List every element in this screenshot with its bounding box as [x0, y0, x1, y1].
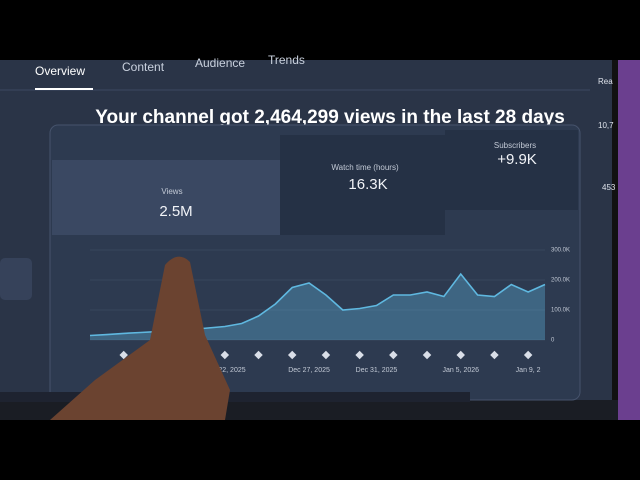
video-marker	[355, 350, 364, 360]
metric-value: +9.9K	[497, 151, 537, 168]
tab[interactable]: Audience	[195, 56, 245, 70]
metric-value: 2.5M	[159, 203, 192, 220]
metric-label: Subscribers	[494, 141, 536, 150]
area-fill	[90, 274, 545, 340]
taskbar	[0, 392, 470, 402]
x-tick-label: Dec 31, 2025	[356, 367, 398, 374]
x-tick-label: Jan 5, 2026	[442, 367, 479, 374]
metric-card[interactable]	[445, 130, 578, 210]
video-marker	[523, 350, 533, 360]
sidebar-text: 10,7	[598, 121, 614, 130]
tab[interactable]: Content	[122, 60, 165, 74]
y-tick-label: 100.0K	[551, 308, 570, 314]
sidebar-text: Rea	[598, 77, 613, 86]
x-tick-label: Dec 22, 2025	[204, 367, 246, 374]
x-tick-label: Jan 9, 2	[516, 367, 541, 374]
monitor-bezel	[612, 60, 618, 405]
metric-value: 16.3K	[348, 176, 387, 193]
sidebar-text: 453	[602, 183, 616, 192]
y-tick-label: 300.0K	[551, 248, 570, 254]
tab-underline	[35, 88, 93, 90]
headline: Your channel got 2,464,299 views in the …	[95, 107, 565, 128]
tab[interactable]: Overview	[35, 64, 85, 78]
video-marker	[119, 350, 128, 360]
video-marker	[422, 350, 432, 360]
finger	[50, 256, 230, 420]
video-marker	[254, 350, 263, 360]
y-tick-label: 200.0K	[551, 278, 570, 284]
video-marker	[321, 350, 331, 360]
video-marker	[389, 350, 398, 360]
video-marker	[220, 350, 230, 360]
video-marker	[456, 350, 465, 360]
metric-card[interactable]	[280, 135, 445, 235]
metric-label: Watch time (hours)	[331, 163, 399, 172]
x-tick-label: Dec 27, 2025	[288, 367, 330, 374]
video-marker	[490, 350, 499, 360]
metric-card-selected[interactable]	[52, 160, 280, 235]
tab[interactable]: Trends	[268, 53, 305, 67]
metric-label: Views	[161, 187, 182, 196]
side-button[interactable]	[0, 258, 32, 300]
y-tick-label: 0	[551, 338, 555, 344]
video-marker	[287, 350, 297, 360]
